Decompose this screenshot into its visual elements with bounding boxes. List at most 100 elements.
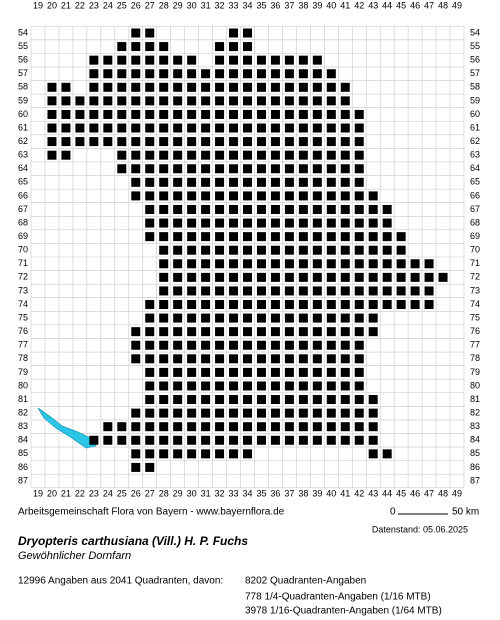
occurrence-span	[368, 449, 392, 459]
occurrence	[270, 313, 280, 323]
occurrence	[159, 300, 169, 310]
occurrence	[201, 340, 211, 350]
occurrence	[354, 408, 364, 418]
occurrence	[312, 395, 322, 405]
occurrence	[243, 449, 252, 459]
occurrence	[117, 164, 127, 174]
occurrence	[243, 340, 252, 350]
occurrence	[201, 327, 211, 337]
occurrence-span	[159, 272, 448, 282]
occurrence	[215, 137, 225, 147]
occurrence	[103, 96, 113, 106]
occurrence	[103, 82, 113, 92]
occurrence	[131, 55, 141, 65]
occurrence	[201, 245, 211, 255]
column-label: 28	[159, 0, 169, 10]
occurrence	[270, 367, 280, 377]
row-label: 70	[18, 245, 28, 255]
occurrence	[159, 422, 169, 432]
occurrence	[229, 327, 239, 337]
occurrence	[298, 408, 308, 418]
occurrence	[131, 327, 141, 337]
occurrence	[89, 109, 99, 119]
occurrence	[131, 435, 141, 445]
row-label: 68	[470, 217, 480, 227]
occurrence	[340, 340, 350, 350]
row-label: 74	[18, 299, 28, 309]
occurrence	[340, 177, 350, 187]
occurrence	[312, 381, 322, 391]
column-label: 19	[33, 0, 43, 10]
occurrence	[340, 286, 350, 296]
occurrence	[215, 204, 225, 214]
row-label: 66	[470, 190, 480, 200]
occurrence	[145, 408, 155, 418]
occurrence	[368, 408, 378, 418]
occurrence	[201, 123, 211, 133]
occurrence	[131, 137, 141, 147]
occurrence	[159, 245, 169, 255]
occurrence	[215, 340, 225, 350]
occurrence	[326, 82, 336, 92]
occurrence	[256, 245, 266, 255]
column-label: 32	[215, 0, 225, 10]
occurrence-span	[131, 408, 378, 418]
row-label: 61	[470, 122, 480, 132]
occurrence	[145, 123, 155, 133]
occurrence	[256, 422, 266, 432]
occurrence	[229, 164, 239, 174]
row-label: 71	[470, 258, 480, 268]
occurrence	[131, 42, 141, 52]
occurrence	[326, 96, 336, 106]
row-label: 87	[18, 475, 28, 485]
occurrence	[354, 150, 364, 160]
occurrence	[326, 422, 336, 432]
occurrence	[187, 177, 197, 187]
occurrence	[270, 232, 280, 242]
occurrence	[256, 69, 266, 79]
occurrence	[117, 82, 127, 92]
occurrence	[75, 96, 85, 106]
summary: 12996 Angaben aus 2041 Quadranten, davon…	[18, 576, 223, 587]
occurrence	[117, 137, 127, 147]
column-label: 26	[131, 488, 141, 498]
occurrence	[270, 96, 280, 106]
occurrence	[312, 354, 322, 364]
occurrence	[312, 204, 322, 214]
occurrence	[215, 422, 225, 432]
occurrence	[368, 232, 378, 242]
occurrence	[159, 340, 169, 350]
occurrence	[298, 82, 308, 92]
occurrence	[298, 123, 308, 133]
row-label: 78	[18, 353, 28, 363]
occurrence	[326, 204, 336, 214]
occurrence	[201, 408, 211, 418]
occurrence	[201, 150, 211, 160]
occurrence	[159, 96, 169, 106]
occurrence	[284, 150, 294, 160]
occurrence	[284, 367, 294, 377]
occurrence	[256, 259, 266, 269]
occurrence	[284, 286, 294, 296]
occurrence	[354, 218, 364, 228]
occurrence	[173, 69, 183, 79]
occurrence	[396, 259, 406, 269]
scale-start: 0	[390, 507, 396, 518]
occurrence	[340, 435, 350, 445]
occurrence	[270, 191, 280, 201]
occurrence	[284, 96, 294, 106]
row-label: 75	[470, 312, 480, 322]
column-label: 41	[340, 0, 350, 10]
date: Datenstand: 05.06.2025	[372, 524, 468, 534]
occurrence	[89, 137, 99, 147]
occurrence-span	[47, 123, 364, 133]
occurrence	[229, 313, 239, 323]
column-label: 37	[284, 488, 294, 498]
detail: 778 1/4-Quadranten-Angaben (1/16 MTB)	[245, 592, 431, 603]
occurrence	[187, 82, 197, 92]
occurrence	[312, 164, 322, 174]
occurrence	[312, 340, 322, 350]
occurrence	[145, 82, 155, 92]
occurrence	[173, 177, 183, 187]
occurrence	[131, 123, 141, 133]
